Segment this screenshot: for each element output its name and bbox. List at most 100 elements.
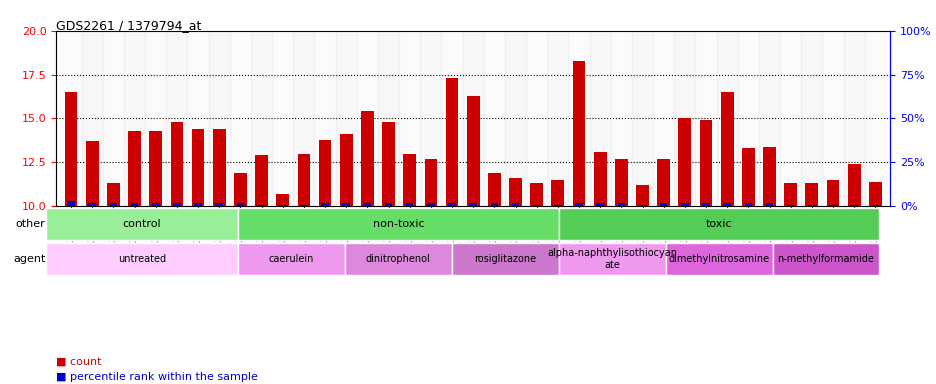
Text: ■ percentile rank within the sample: ■ percentile rank within the sample [56, 372, 257, 382]
Bar [385, 203, 392, 206]
Bar [424, 159, 437, 206]
Bar [508, 178, 521, 206]
Bar [488, 173, 500, 206]
Bar [701, 203, 709, 206]
Bar [657, 159, 669, 206]
FancyBboxPatch shape [665, 243, 771, 275]
Bar [236, 203, 244, 206]
Bar [505, 31, 525, 206]
Bar [65, 92, 78, 206]
Bar [737, 31, 758, 206]
Bar [402, 154, 416, 206]
Bar [593, 152, 606, 206]
Bar [446, 78, 458, 206]
Bar [271, 31, 293, 206]
Bar [589, 31, 610, 206]
Bar [131, 203, 139, 206]
Bar [209, 31, 229, 206]
Bar [360, 111, 373, 206]
Bar [382, 122, 394, 206]
Bar [124, 31, 145, 206]
Bar [466, 96, 479, 206]
Bar [870, 205, 878, 206]
Bar [251, 31, 271, 206]
Bar [805, 184, 817, 206]
Bar [680, 203, 688, 206]
Bar [864, 31, 885, 206]
Bar [572, 61, 585, 206]
Bar [659, 203, 666, 206]
Bar [103, 31, 124, 206]
Bar [525, 31, 547, 206]
Bar [357, 31, 377, 206]
Bar [469, 203, 476, 206]
Bar [533, 205, 540, 206]
Text: other: other [16, 219, 46, 229]
Bar [377, 31, 399, 206]
Bar [868, 182, 881, 206]
Bar [128, 131, 140, 206]
Bar [187, 31, 209, 206]
Bar [674, 31, 695, 206]
Text: untreated: untreated [118, 254, 166, 264]
Text: n-methylformamide: n-methylformamide [777, 254, 873, 264]
Bar [67, 201, 75, 206]
Bar [145, 31, 166, 206]
Bar [363, 203, 371, 206]
Bar [441, 31, 462, 206]
Bar [321, 203, 329, 206]
FancyBboxPatch shape [238, 208, 558, 240]
Bar [88, 203, 95, 206]
Bar [699, 120, 711, 206]
Bar [822, 31, 842, 206]
Bar [427, 203, 434, 206]
Text: ■ count: ■ count [56, 357, 102, 367]
Bar [215, 203, 223, 206]
Bar [553, 205, 561, 206]
Text: GDS2261 / 1379794_at: GDS2261 / 1379794_at [56, 19, 201, 32]
Bar [314, 31, 335, 206]
Bar [828, 205, 836, 206]
Bar [166, 31, 187, 206]
Bar [170, 122, 183, 206]
Text: dinitrophenol: dinitrophenol [366, 254, 431, 264]
Bar [826, 180, 839, 206]
Bar [399, 31, 420, 206]
Bar [212, 129, 226, 206]
Bar [800, 31, 822, 206]
Bar [490, 203, 498, 206]
Bar [483, 31, 505, 206]
Bar [547, 31, 568, 206]
Bar [850, 205, 857, 206]
Bar [652, 31, 674, 206]
Bar [192, 129, 204, 206]
Bar [61, 31, 81, 206]
Text: dimethylnitrosamine: dimethylnitrosamine [667, 254, 768, 264]
Bar [110, 203, 117, 206]
Text: agent: agent [13, 254, 46, 264]
Bar [614, 159, 627, 206]
Bar [807, 205, 814, 206]
Bar [293, 31, 314, 206]
Bar [783, 184, 797, 206]
Bar [462, 31, 483, 206]
Bar [847, 164, 859, 206]
Bar [631, 31, 652, 206]
Bar [636, 185, 648, 206]
FancyBboxPatch shape [558, 208, 879, 240]
FancyBboxPatch shape [451, 243, 558, 275]
Bar [194, 203, 201, 206]
Text: toxic: toxic [705, 219, 732, 229]
Bar [340, 134, 352, 206]
Bar [276, 194, 288, 206]
Bar [298, 154, 310, 206]
Bar [229, 31, 251, 206]
Bar [279, 205, 286, 206]
Bar [152, 203, 159, 206]
Bar [511, 203, 519, 206]
Bar [780, 31, 800, 206]
Bar [234, 173, 246, 206]
Bar [786, 205, 794, 206]
Bar [678, 119, 691, 206]
FancyBboxPatch shape [344, 243, 451, 275]
